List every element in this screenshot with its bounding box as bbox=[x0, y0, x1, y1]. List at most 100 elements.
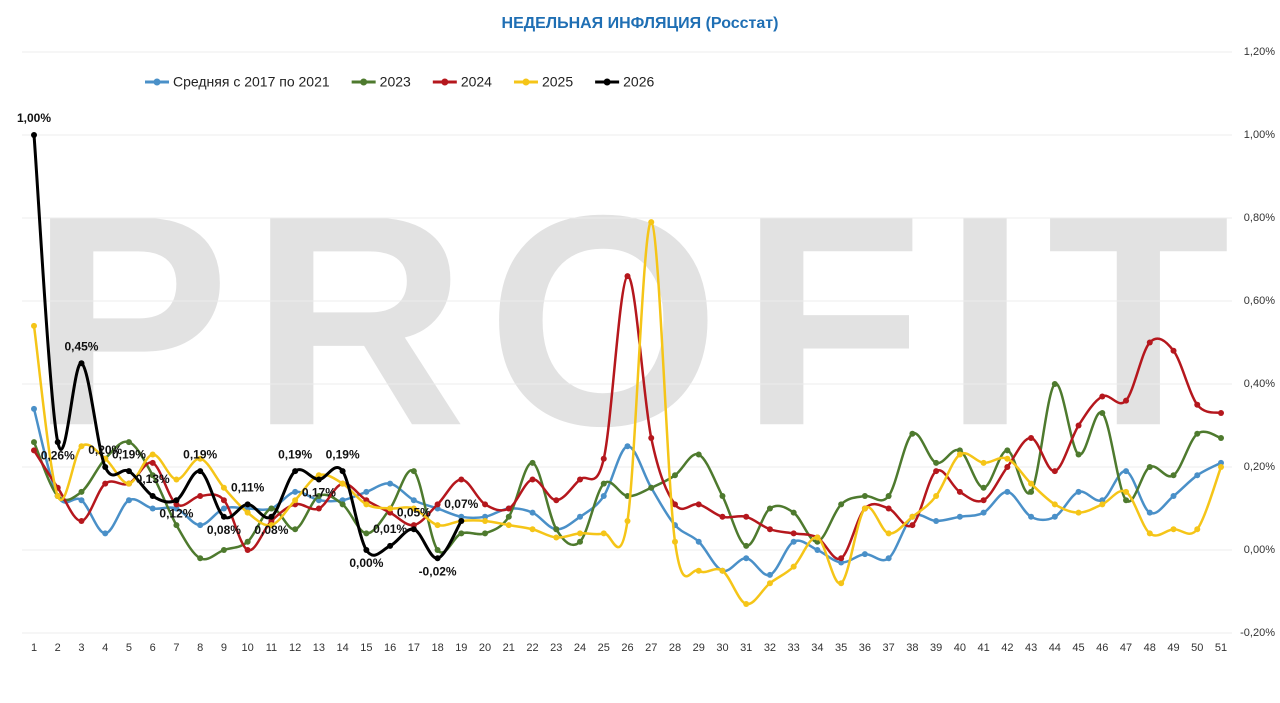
watermark: PROFIT bbox=[30, 152, 1250, 488]
point bbox=[600, 455, 607, 462]
point bbox=[1123, 488, 1130, 495]
point bbox=[197, 468, 204, 475]
x-tick-label: 27 bbox=[645, 642, 657, 654]
point bbox=[149, 459, 156, 466]
point bbox=[482, 530, 489, 537]
point bbox=[78, 360, 85, 367]
data-label: 0,19% bbox=[183, 447, 217, 461]
point bbox=[1028, 434, 1035, 441]
point bbox=[933, 468, 940, 475]
point bbox=[671, 538, 678, 545]
x-tick-label: 14 bbox=[336, 642, 348, 654]
point bbox=[1194, 472, 1201, 479]
point bbox=[790, 563, 797, 570]
legend-label: 2023 bbox=[380, 74, 411, 90]
point bbox=[173, 476, 180, 483]
legend-marker bbox=[360, 78, 368, 86]
point bbox=[956, 513, 963, 520]
x-tick-label: 47 bbox=[1120, 642, 1132, 654]
x-tick-label: 50 bbox=[1191, 642, 1203, 654]
point bbox=[244, 547, 251, 553]
data-label: 0,00% bbox=[349, 556, 383, 570]
point bbox=[671, 501, 678, 508]
legend-marker bbox=[522, 78, 530, 86]
point bbox=[482, 513, 489, 520]
point bbox=[363, 530, 370, 537]
point bbox=[1170, 493, 1177, 500]
point bbox=[220, 513, 227, 520]
x-tick-label: 9 bbox=[221, 642, 227, 654]
point bbox=[149, 472, 156, 479]
point bbox=[315, 505, 322, 512]
point bbox=[434, 522, 441, 529]
point bbox=[933, 459, 940, 466]
point bbox=[315, 476, 322, 483]
point bbox=[719, 513, 726, 520]
point bbox=[244, 501, 251, 508]
point bbox=[1051, 513, 1058, 520]
point bbox=[434, 501, 441, 508]
data-label: 0,01% bbox=[373, 522, 407, 536]
point bbox=[814, 547, 821, 553]
point bbox=[292, 497, 299, 504]
point bbox=[315, 493, 322, 500]
point bbox=[1099, 497, 1106, 504]
point bbox=[387, 509, 394, 516]
point bbox=[434, 547, 441, 553]
point bbox=[505, 513, 512, 520]
point bbox=[838, 501, 845, 508]
x-tick-label: 22 bbox=[526, 642, 538, 654]
point bbox=[78, 443, 85, 450]
point bbox=[1170, 472, 1177, 479]
point bbox=[980, 509, 987, 516]
data-label: 0,17% bbox=[302, 486, 336, 500]
point bbox=[1051, 501, 1058, 508]
point bbox=[220, 505, 227, 512]
point bbox=[1004, 488, 1011, 495]
point bbox=[149, 493, 156, 500]
point bbox=[220, 497, 227, 504]
point bbox=[861, 551, 868, 558]
point bbox=[482, 501, 489, 508]
point bbox=[577, 538, 584, 545]
point bbox=[1123, 468, 1130, 475]
point bbox=[339, 468, 346, 475]
y-tick-label: 0,00% bbox=[1244, 544, 1275, 556]
x-tick-label: 10 bbox=[242, 642, 254, 654]
point bbox=[624, 517, 631, 524]
point bbox=[743, 600, 750, 607]
point bbox=[1194, 430, 1201, 437]
point bbox=[1051, 468, 1058, 475]
x-tick-label: 12 bbox=[289, 642, 301, 654]
point bbox=[624, 443, 631, 450]
point bbox=[695, 451, 702, 458]
x-tick-label: 4 bbox=[102, 642, 108, 654]
point bbox=[268, 517, 275, 524]
point bbox=[410, 505, 417, 512]
x-tick-label: 39 bbox=[930, 642, 942, 654]
point bbox=[220, 547, 227, 553]
data-label: 0,07% bbox=[444, 497, 478, 511]
y-tick-label: 0,20% bbox=[1244, 461, 1275, 473]
point bbox=[1004, 464, 1011, 470]
data-label: 0,08% bbox=[254, 523, 288, 537]
point bbox=[1075, 509, 1082, 516]
point bbox=[577, 530, 584, 537]
point bbox=[1028, 480, 1035, 487]
data-label: 0,11% bbox=[231, 481, 265, 495]
x-tick-label: 31 bbox=[740, 642, 752, 654]
point bbox=[1146, 339, 1153, 346]
x-tick-label: 23 bbox=[550, 642, 562, 654]
x-tick-label: 21 bbox=[503, 642, 515, 654]
point bbox=[1218, 434, 1224, 441]
legend-label: Средняя с 2017 по 2021 bbox=[173, 74, 330, 90]
point bbox=[956, 451, 963, 458]
data-label: 0,45% bbox=[64, 339, 98, 353]
point bbox=[577, 513, 584, 520]
point bbox=[648, 434, 655, 441]
x-tick-label: 43 bbox=[1025, 642, 1037, 654]
point bbox=[956, 488, 963, 495]
point bbox=[268, 513, 275, 520]
point bbox=[743, 542, 750, 549]
legend-marker bbox=[441, 78, 449, 86]
